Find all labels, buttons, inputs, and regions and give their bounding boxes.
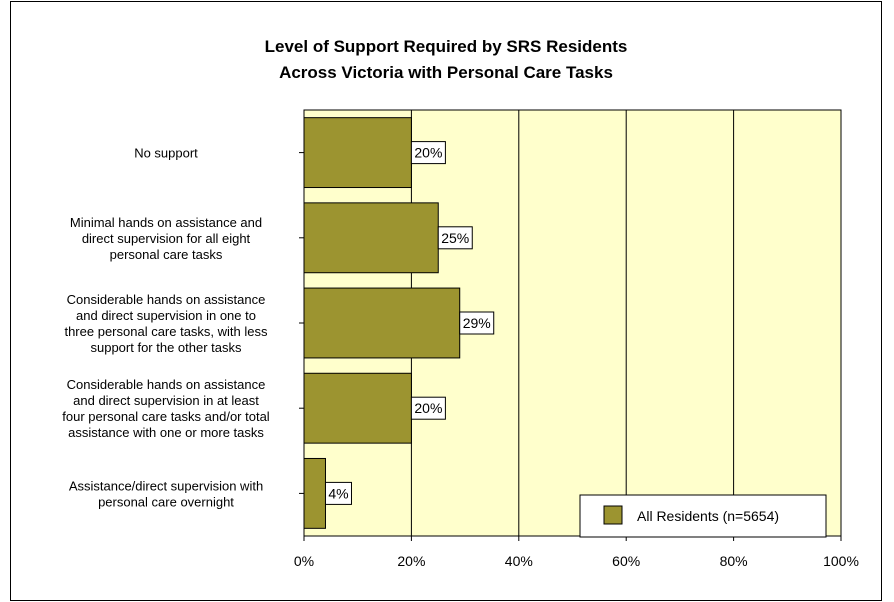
data-label-box — [410, 396, 446, 420]
category-label: four personal care tasks and/or total — [62, 409, 270, 424]
x-tick-label: 0% — [294, 553, 314, 569]
plot-border — [303, 109, 842, 537]
category-label: assistance with one or more tasks — [68, 425, 264, 440]
data-label-box — [324, 481, 352, 505]
category-label: personal care tasks — [110, 247, 223, 262]
bar — [303, 372, 412, 444]
category-label: No support — [134, 146, 198, 161]
chart-title-line-2: Across Victoria with Personal Care Tasks — [279, 63, 613, 82]
plot-area: 0% 20% 40% 60% 80% 100% 20% No support 25% Minima… — [62, 109, 859, 569]
x-tick-label: 60% — [612, 553, 640, 569]
category-label: Considerable hands on assistance — [67, 377, 266, 392]
category-label: and direct supervision in at least — [73, 393, 259, 408]
data-label-box — [459, 311, 495, 335]
category-label: three personal care tasks, with less — [64, 324, 268, 339]
data-label-box — [410, 141, 446, 165]
bar — [303, 117, 412, 189]
data-label-box — [437, 226, 473, 250]
x-tick-label: 80% — [720, 553, 748, 569]
data-label: 29% — [463, 315, 491, 331]
category-label: personal care overnight — [98, 494, 234, 509]
bar — [303, 457, 326, 529]
category-label: and direct supervision in one to — [76, 308, 256, 323]
legend-swatch — [603, 505, 623, 525]
chart-title-line-1: Level of Support Required by SRS Residen… — [265, 37, 628, 56]
category-label: support for the other tasks — [90, 340, 242, 355]
data-label: 20% — [414, 400, 442, 416]
category-label: direct supervision for all eight — [82, 231, 251, 246]
x-tick-label: 20% — [397, 553, 425, 569]
legend-label: All Residents (n=5654) — [637, 508, 779, 524]
x-tick-label: 100% — [823, 553, 859, 569]
data-label: 4% — [328, 485, 348, 501]
bar — [303, 287, 461, 359]
category-label: Minimal hands on assistance and — [70, 215, 262, 230]
data-label: 20% — [414, 145, 442, 161]
bar — [303, 202, 439, 274]
data-label: 25% — [441, 230, 469, 246]
category-label: Assistance/direct supervision with — [69, 478, 263, 493]
x-tick-label: 40% — [505, 553, 533, 569]
category-label: Considerable hands on assistance — [67, 292, 266, 307]
